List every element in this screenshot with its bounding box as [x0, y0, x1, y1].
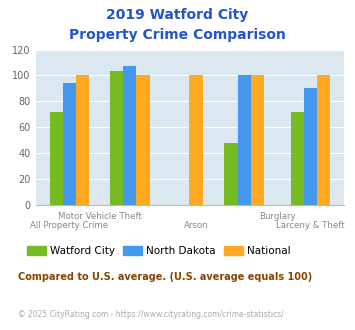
Text: Compared to U.S. average. (U.S. average equals 100): Compared to U.S. average. (U.S. average … — [18, 272, 312, 282]
Text: 2019 Watford City: 2019 Watford City — [106, 8, 248, 22]
Bar — [189, 75, 203, 205]
Legend: Watford City, North Dakota, National: Watford City, North Dakota, National — [23, 242, 295, 260]
Text: Burglary: Burglary — [259, 213, 296, 221]
Text: Arson: Arson — [184, 221, 208, 230]
Bar — [76, 75, 89, 205]
Bar — [136, 75, 149, 205]
Bar — [251, 75, 264, 205]
Bar — [304, 88, 317, 205]
Text: All Property Crime: All Property Crime — [31, 221, 109, 230]
Bar — [50, 112, 63, 205]
Bar — [290, 112, 304, 205]
Bar — [110, 72, 123, 205]
Bar — [123, 66, 136, 205]
Bar — [224, 143, 237, 205]
Text: Larceny & Theft: Larceny & Theft — [276, 221, 345, 230]
Bar — [317, 75, 330, 205]
Text: Property Crime Comparison: Property Crime Comparison — [69, 28, 286, 42]
Bar — [63, 83, 76, 205]
Text: © 2025 CityRating.com - https://www.cityrating.com/crime-statistics/: © 2025 CityRating.com - https://www.city… — [18, 310, 284, 319]
Bar — [237, 75, 251, 205]
Text: Motor Vehicle Theft: Motor Vehicle Theft — [58, 213, 142, 221]
